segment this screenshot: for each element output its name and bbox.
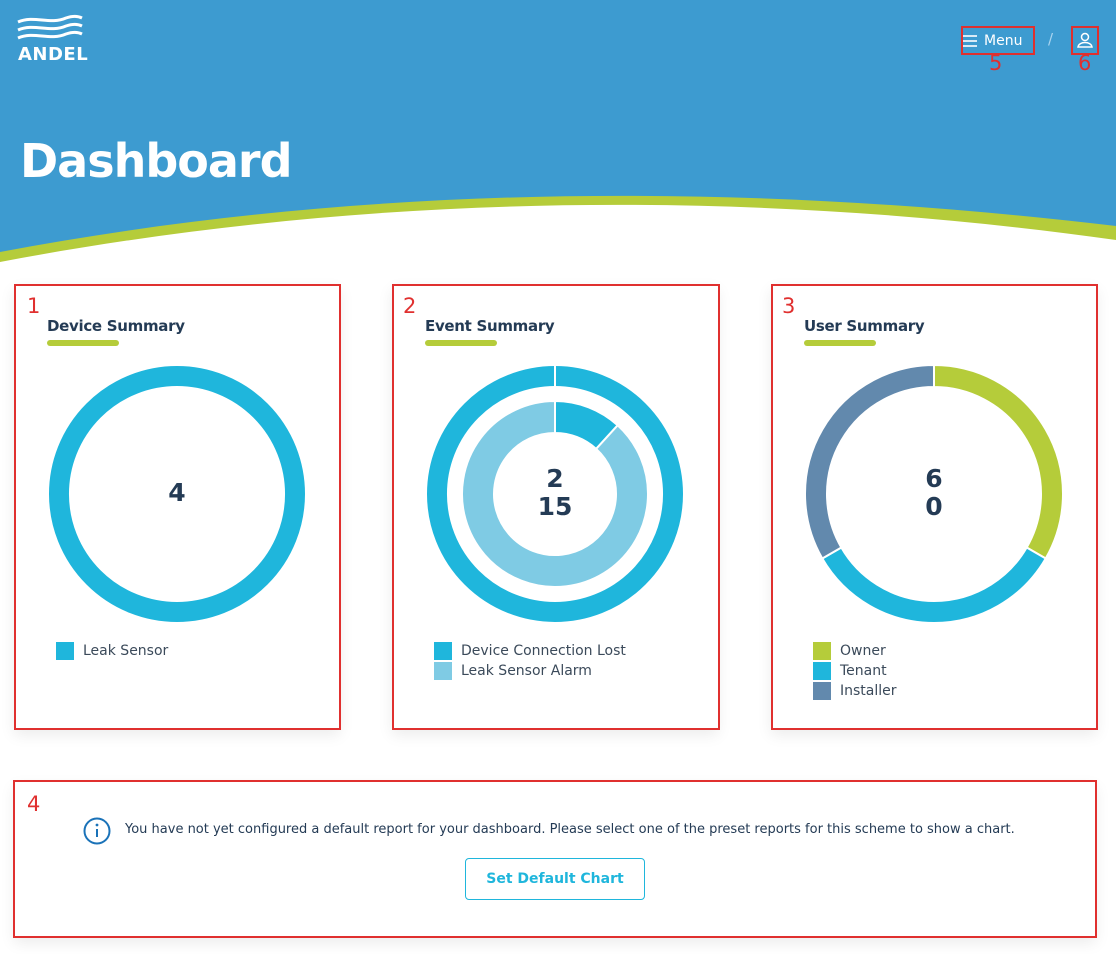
annotation-box <box>771 284 1098 730</box>
legend-label: Tenant <box>840 663 887 679</box>
legend-item: Tenant <box>813 662 887 680</box>
legend-swatch <box>56 642 74 660</box>
set-default-chart-button[interactable]: Set Default Chart <box>465 858 645 900</box>
notice-panel: You have not yet configured a default re… <box>14 781 1096 937</box>
card-title: Event Summary <box>425 317 555 335</box>
annotation-number: 6 <box>1078 51 1092 75</box>
legend-label: Owner <box>840 643 886 659</box>
donut-chart <box>47 363 307 625</box>
legend-swatch <box>434 642 452 660</box>
card-title: User Summary <box>804 317 925 335</box>
logo-waves <box>17 15 83 40</box>
donut-chart <box>804 363 1064 624</box>
summary-card: Event Summary 2 15 Device Connection Lost Le… <box>392 284 718 729</box>
title-underline <box>804 340 876 346</box>
annotation-box <box>1071 26 1099 55</box>
annotation-box <box>961 26 1035 55</box>
donut-segment <box>804 363 935 560</box>
legend-swatch <box>434 662 452 680</box>
legend-swatch <box>813 682 831 700</box>
donut-segment <box>425 363 685 625</box>
legend-item: Installer <box>813 682 897 700</box>
center-value: 4 <box>168 478 186 507</box>
logo[interactable]: ANDEL <box>18 44 89 65</box>
title-underline <box>47 340 119 346</box>
legend-label: Installer <box>840 683 897 699</box>
separator: / <box>1048 30 1054 48</box>
center-value: 15 <box>537 492 573 521</box>
annotation-number: 5 <box>989 51 1003 75</box>
donut-segment <box>461 399 649 588</box>
annotation-box <box>14 284 341 730</box>
info-icon <box>83 817 111 845</box>
annotation-box <box>13 780 1097 938</box>
summary-card: Device Summary 4 Leak Sensor <box>14 284 340 729</box>
annotation-number: 1 <box>27 294 41 318</box>
center-value: 0 <box>925 492 943 521</box>
center-value: 6 <box>925 464 943 493</box>
title-underline <box>425 340 497 346</box>
page-title: Dashboard <box>20 134 293 188</box>
annotation-box <box>392 284 720 730</box>
card-title: Device Summary <box>47 317 185 335</box>
legend-label: Leak Sensor Alarm <box>461 663 592 679</box>
menu-icon <box>963 34 977 47</box>
header-fill <box>0 0 1116 252</box>
donut-segment <box>47 363 307 625</box>
menu-label: Menu <box>984 32 1023 49</box>
legend-label: Leak Sensor <box>83 643 169 659</box>
center-value: 2 <box>546 464 564 493</box>
legend-swatch <box>813 662 831 680</box>
header-background <box>0 0 1116 262</box>
summary-card: User Summary 6 0 Owner Tenant Installer <box>771 284 1097 729</box>
menu-button[interactable]: Menu <box>962 27 1034 54</box>
legend-item: Leak Sensor <box>56 642 168 660</box>
legend-item: Device Connection Lost <box>434 642 626 660</box>
annotation-number: 3 <box>782 294 796 318</box>
legend-item: Owner <box>813 642 886 660</box>
annotation-number: 2 <box>403 294 417 318</box>
annotation-number: 4 <box>27 792 41 816</box>
legend-label: Device Connection Lost <box>461 643 626 659</box>
donut-chart <box>425 363 685 625</box>
legend-swatch <box>813 642 831 660</box>
user-icon <box>1077 32 1093 48</box>
notice-text: You have not yet configured a default re… <box>125 822 1015 837</box>
legend-item: Leak Sensor Alarm <box>434 662 592 680</box>
